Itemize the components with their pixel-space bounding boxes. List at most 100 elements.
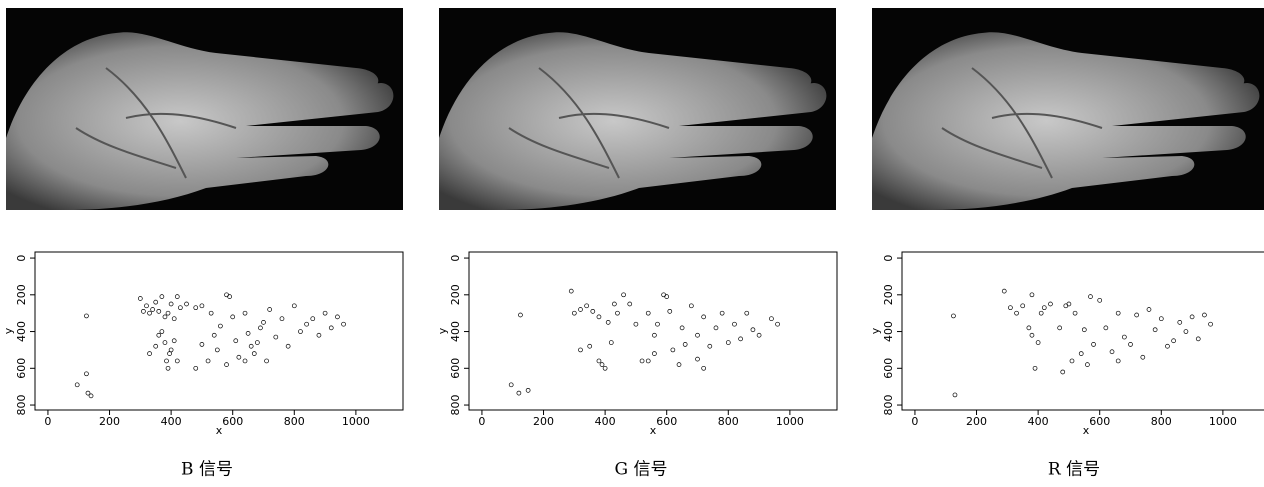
point: [1190, 315, 1194, 319]
point: [1092, 342, 1096, 346]
point: [585, 304, 589, 308]
point: [194, 366, 198, 370]
plot-frame: [469, 252, 837, 410]
point: [615, 311, 619, 315]
point: [1147, 308, 1151, 312]
point: [1122, 335, 1126, 339]
point: [1085, 363, 1089, 367]
point: [169, 348, 173, 352]
point: [606, 320, 610, 324]
point: [517, 391, 521, 395]
point: [175, 295, 179, 299]
point: [265, 359, 269, 363]
point: [757, 333, 761, 337]
point: [695, 333, 699, 337]
point: [526, 388, 530, 392]
x-tick-label: 200: [99, 415, 120, 428]
y-tick-label: 400: [449, 321, 462, 342]
point: [640, 359, 644, 363]
point: [84, 372, 88, 376]
point: [157, 309, 161, 313]
point: [720, 311, 724, 315]
point: [1088, 295, 1092, 299]
point: [163, 315, 167, 319]
point: [225, 363, 229, 367]
point: [652, 333, 656, 337]
point: [329, 326, 333, 330]
point: [751, 328, 755, 332]
caption: G 信号: [615, 460, 668, 480]
point: [1008, 306, 1012, 310]
point: [200, 342, 204, 346]
point: [683, 342, 687, 346]
point: [1027, 326, 1031, 330]
x-tick-label: 600: [1089, 415, 1110, 428]
y-tick-label: 200: [882, 284, 895, 305]
point: [1135, 313, 1139, 317]
caption: B 信号: [181, 460, 233, 480]
point: [634, 322, 638, 326]
point: [212, 333, 216, 337]
x-tick-label: 600: [656, 415, 677, 428]
point: [509, 383, 513, 387]
point: [702, 366, 706, 370]
point: [268, 308, 272, 312]
point: [342, 322, 346, 326]
point: [75, 383, 79, 387]
photo: [6, 8, 403, 210]
point: [1116, 359, 1120, 363]
point: [1036, 341, 1040, 345]
y-tick-label: 400: [882, 321, 895, 342]
point: [689, 304, 693, 308]
point: [702, 315, 706, 319]
point: [1104, 326, 1108, 330]
point: [231, 315, 235, 319]
point: [84, 314, 88, 318]
point: [138, 296, 142, 300]
x-tick-label: 800: [284, 415, 305, 428]
point: [286, 344, 290, 348]
point: [1039, 311, 1043, 315]
point: [243, 311, 247, 315]
point: [776, 322, 780, 326]
y-tick-label: 200: [449, 284, 462, 305]
x-tick-label: 400: [595, 415, 616, 428]
x-tick-label: 400: [1028, 415, 1049, 428]
point: [628, 302, 632, 306]
point: [1033, 366, 1037, 370]
point: [274, 335, 278, 339]
point: [160, 330, 164, 334]
y-tick-label: 0: [15, 255, 28, 262]
point: [1172, 339, 1176, 343]
point: [726, 341, 730, 345]
point: [206, 359, 210, 363]
y-tick-label: 800: [449, 395, 462, 416]
point: [1073, 311, 1077, 315]
point: [164, 359, 168, 363]
point: [317, 333, 321, 337]
point: [1184, 330, 1188, 334]
y-tick-label: 0: [449, 255, 462, 262]
figure: 020040060080010000200400600800xyB 信号0200…: [0, 0, 1264, 483]
point: [178, 306, 182, 310]
point: [695, 357, 699, 361]
x-axis-label: x: [216, 424, 223, 437]
point: [1128, 342, 1132, 346]
point: [280, 317, 284, 321]
x-tick-label: 200: [533, 415, 554, 428]
point: [154, 344, 158, 348]
point: [652, 352, 656, 356]
point: [246, 331, 250, 335]
x-tick-label: 600: [222, 415, 243, 428]
point: [141, 309, 145, 313]
point: [668, 309, 672, 313]
y-axis-label: y: [869, 327, 882, 334]
point: [215, 348, 219, 352]
y-tick-label: 600: [449, 358, 462, 379]
point: [708, 344, 712, 348]
photo: [872, 8, 1264, 210]
point: [600, 363, 604, 367]
point: [1021, 304, 1025, 308]
point: [646, 359, 650, 363]
point: [597, 315, 601, 319]
